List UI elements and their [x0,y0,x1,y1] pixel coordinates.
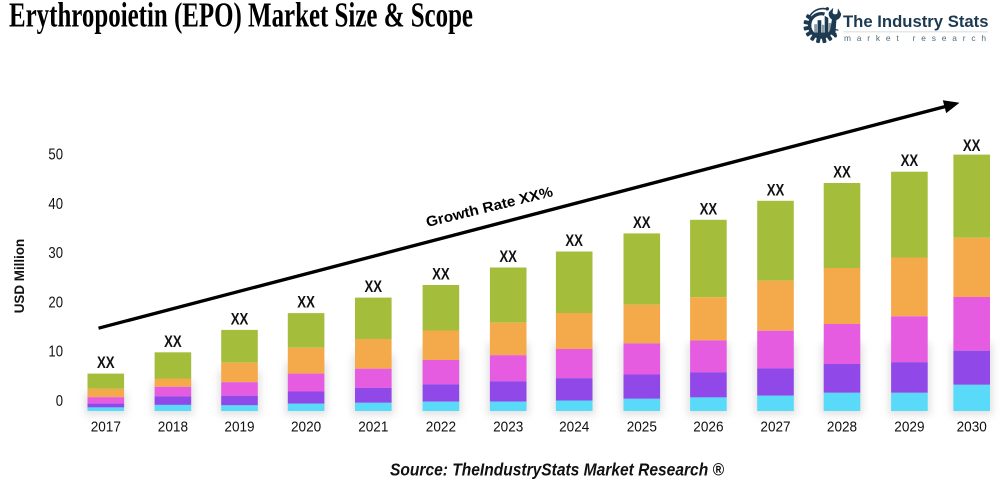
svg-text:2022: 2022 [426,420,456,436]
svg-text:2017: 2017 [91,420,121,436]
svg-text:XX: XX [700,200,718,218]
svg-text:XX: XX [231,310,249,328]
svg-text:10: 10 [48,344,63,361]
svg-text:XX: XX [164,333,182,351]
svg-text:XX: XX [97,354,115,372]
svg-text:2021: 2021 [358,420,388,436]
svg-text:2018: 2018 [158,420,188,436]
svg-text:XX: XX [365,278,383,296]
svg-text:Source: TheIndustryStats Marke: Source: TheIndustryStats Market Research… [390,460,725,480]
svg-text:2023: 2023 [493,420,523,436]
svg-text:2020: 2020 [291,420,321,436]
svg-text:XX: XX [499,248,517,266]
svg-text:XX: XX [963,137,981,155]
svg-text:2029: 2029 [894,420,924,436]
svg-text:XX: XX [565,232,583,250]
svg-text:Growth Rate XX%: Growth Rate XX% [425,184,555,231]
svg-text:40: 40 [48,196,63,213]
svg-text:2019: 2019 [224,420,254,436]
svg-text:20: 20 [48,295,63,312]
svg-text:Erythropoietin (EPO) Market Si: Erythropoietin (EPO) Market Size & Scope [9,0,473,35]
svg-text:2027: 2027 [760,420,790,436]
svg-text:XX: XX [901,152,919,170]
svg-text:XX: XX [297,294,315,312]
svg-text:2024: 2024 [559,420,589,436]
svg-text:2026: 2026 [693,420,723,436]
svg-text:XX: XX [767,181,785,199]
svg-text:2030: 2030 [957,420,987,436]
svg-text:0: 0 [56,393,64,410]
svg-text:50: 50 [48,147,63,164]
svg-text:USD Million: USD Million [11,239,27,314]
svg-text:XX: XX [633,214,651,232]
svg-text:2025: 2025 [627,420,657,436]
svg-text:XX: XX [833,164,851,182]
svg-text:market research: market research [844,33,986,43]
svg-text:2028: 2028 [827,420,857,436]
svg-text:XX: XX [432,266,450,284]
svg-text:30: 30 [48,245,63,262]
svg-text:The Industry Stats: The Industry Stats [843,12,989,31]
